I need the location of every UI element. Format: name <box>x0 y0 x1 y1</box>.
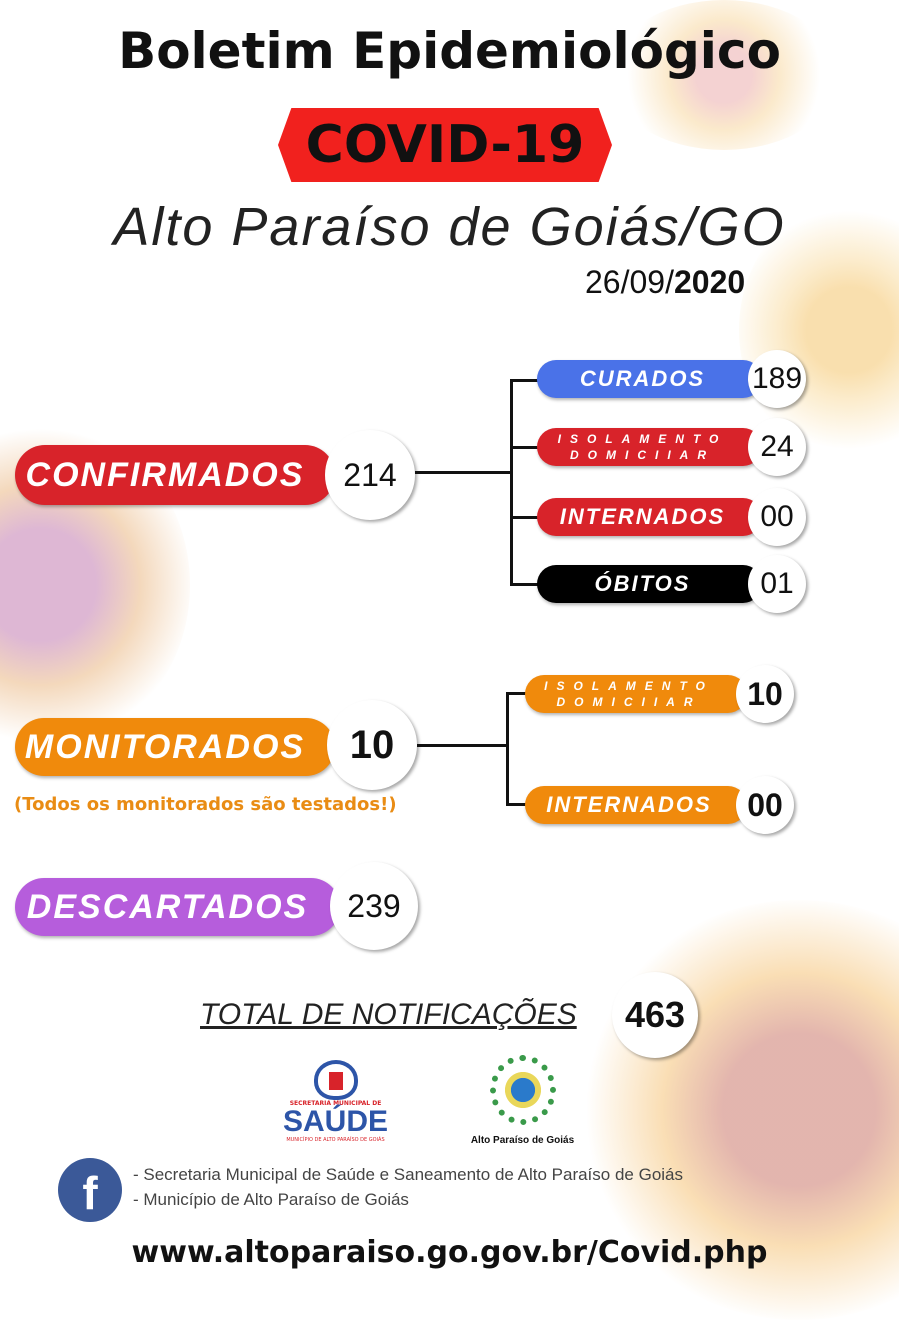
internados-label: INTERNADOS <box>537 498 762 536</box>
connector <box>415 471 512 474</box>
connector <box>510 379 540 382</box>
bulletin-date: 26/09/2020 <box>585 264 745 301</box>
website-link[interactable]: www.altoparaiso.go.gov.br/Covid.php <box>131 1235 768 1270</box>
city-name: Alto Paraíso de Goiás/GO <box>113 197 786 257</box>
logo-text: SAÚDE <box>282 1105 388 1138</box>
label-line: DOMICIIAR <box>556 695 702 709</box>
obitos-value: 01 <box>748 555 806 613</box>
facebook-page-secretaria[interactable]: - Secretaria Municipal de Saúde e Saneam… <box>133 1165 684 1184</box>
connector <box>506 692 528 695</box>
descartados-label: DESCARTADOS <box>15 878 340 936</box>
total-value: 463 <box>612 972 698 1058</box>
connector <box>506 692 509 806</box>
seal-icon <box>489 1055 556 1125</box>
facebook-page-municipio[interactable]: - Município de Alto Paraíso de Goiás <box>133 1190 409 1209</box>
logo-text: MUNICÍPIO DE ALTO PARAÍSO DE GOIÁS <box>286 1137 385 1143</box>
cross-icon <box>328 1072 343 1090</box>
monitorados-note: (Todos os monitorados são testados!) <box>14 794 397 815</box>
isolamento-label: ISOLAMENTO DOMICIIAR <box>537 428 762 466</box>
logo-text: Alto Paraíso de Goiás <box>470 1135 575 1146</box>
curados-label: CURADOS <box>537 360 762 398</box>
connector <box>510 516 540 519</box>
internados-value: 00 <box>748 488 806 546</box>
connector <box>510 379 513 586</box>
label-line: DOMICIIAR <box>570 448 715 462</box>
connector <box>417 744 507 747</box>
monitorados-internados-label: INTERNADOS <box>525 786 747 824</box>
confirmados-label: CONFIRMADOS <box>15 445 335 505</box>
monitorados-internados-value: 00 <box>736 776 794 834</box>
descartados-value: 239 <box>330 862 418 950</box>
connector <box>506 803 528 806</box>
facebook-icon[interactable]: f <box>58 1158 122 1222</box>
label-line: ISOLAMENTO <box>544 679 714 693</box>
connector <box>510 583 540 586</box>
monitorados-label: MONITORADOS <box>15 718 335 776</box>
connector <box>510 446 540 449</box>
total-label: TOTAL DE NOTIFICAÇÕES <box>200 998 577 1031</box>
heart-icon <box>313 1060 358 1100</box>
monitorados-isolamento-value: 10 <box>736 665 794 723</box>
obitos-label: ÓBITOS <box>537 565 762 603</box>
saude-logo: SECRETARIA MUNICIPAL DE SAÚDE MUNICÍPIO … <box>268 1060 403 1155</box>
municipio-seal: Alto Paraíso de Goiás <box>465 1055 580 1155</box>
page-title: Boletim Epidemiológico <box>118 22 781 80</box>
monitorados-value: 10 <box>327 700 417 790</box>
virus-decoration <box>609 0 839 150</box>
isolamento-value: 24 <box>748 418 806 476</box>
logo-text: SECRETARIA MUNICIPAL DE <box>289 1100 382 1107</box>
curados-value: 189 <box>748 350 806 408</box>
label-line: ISOLAMENTO <box>557 432 728 446</box>
date-year: 2020 <box>673 264 746 300</box>
covid-banner: COVID-19 <box>278 108 612 182</box>
date-day-month: 26/09/ <box>585 264 674 300</box>
confirmados-value: 214 <box>325 430 415 520</box>
monitorados-isolamento-label: ISOLAMENTO DOMICIIAR <box>525 675 747 713</box>
